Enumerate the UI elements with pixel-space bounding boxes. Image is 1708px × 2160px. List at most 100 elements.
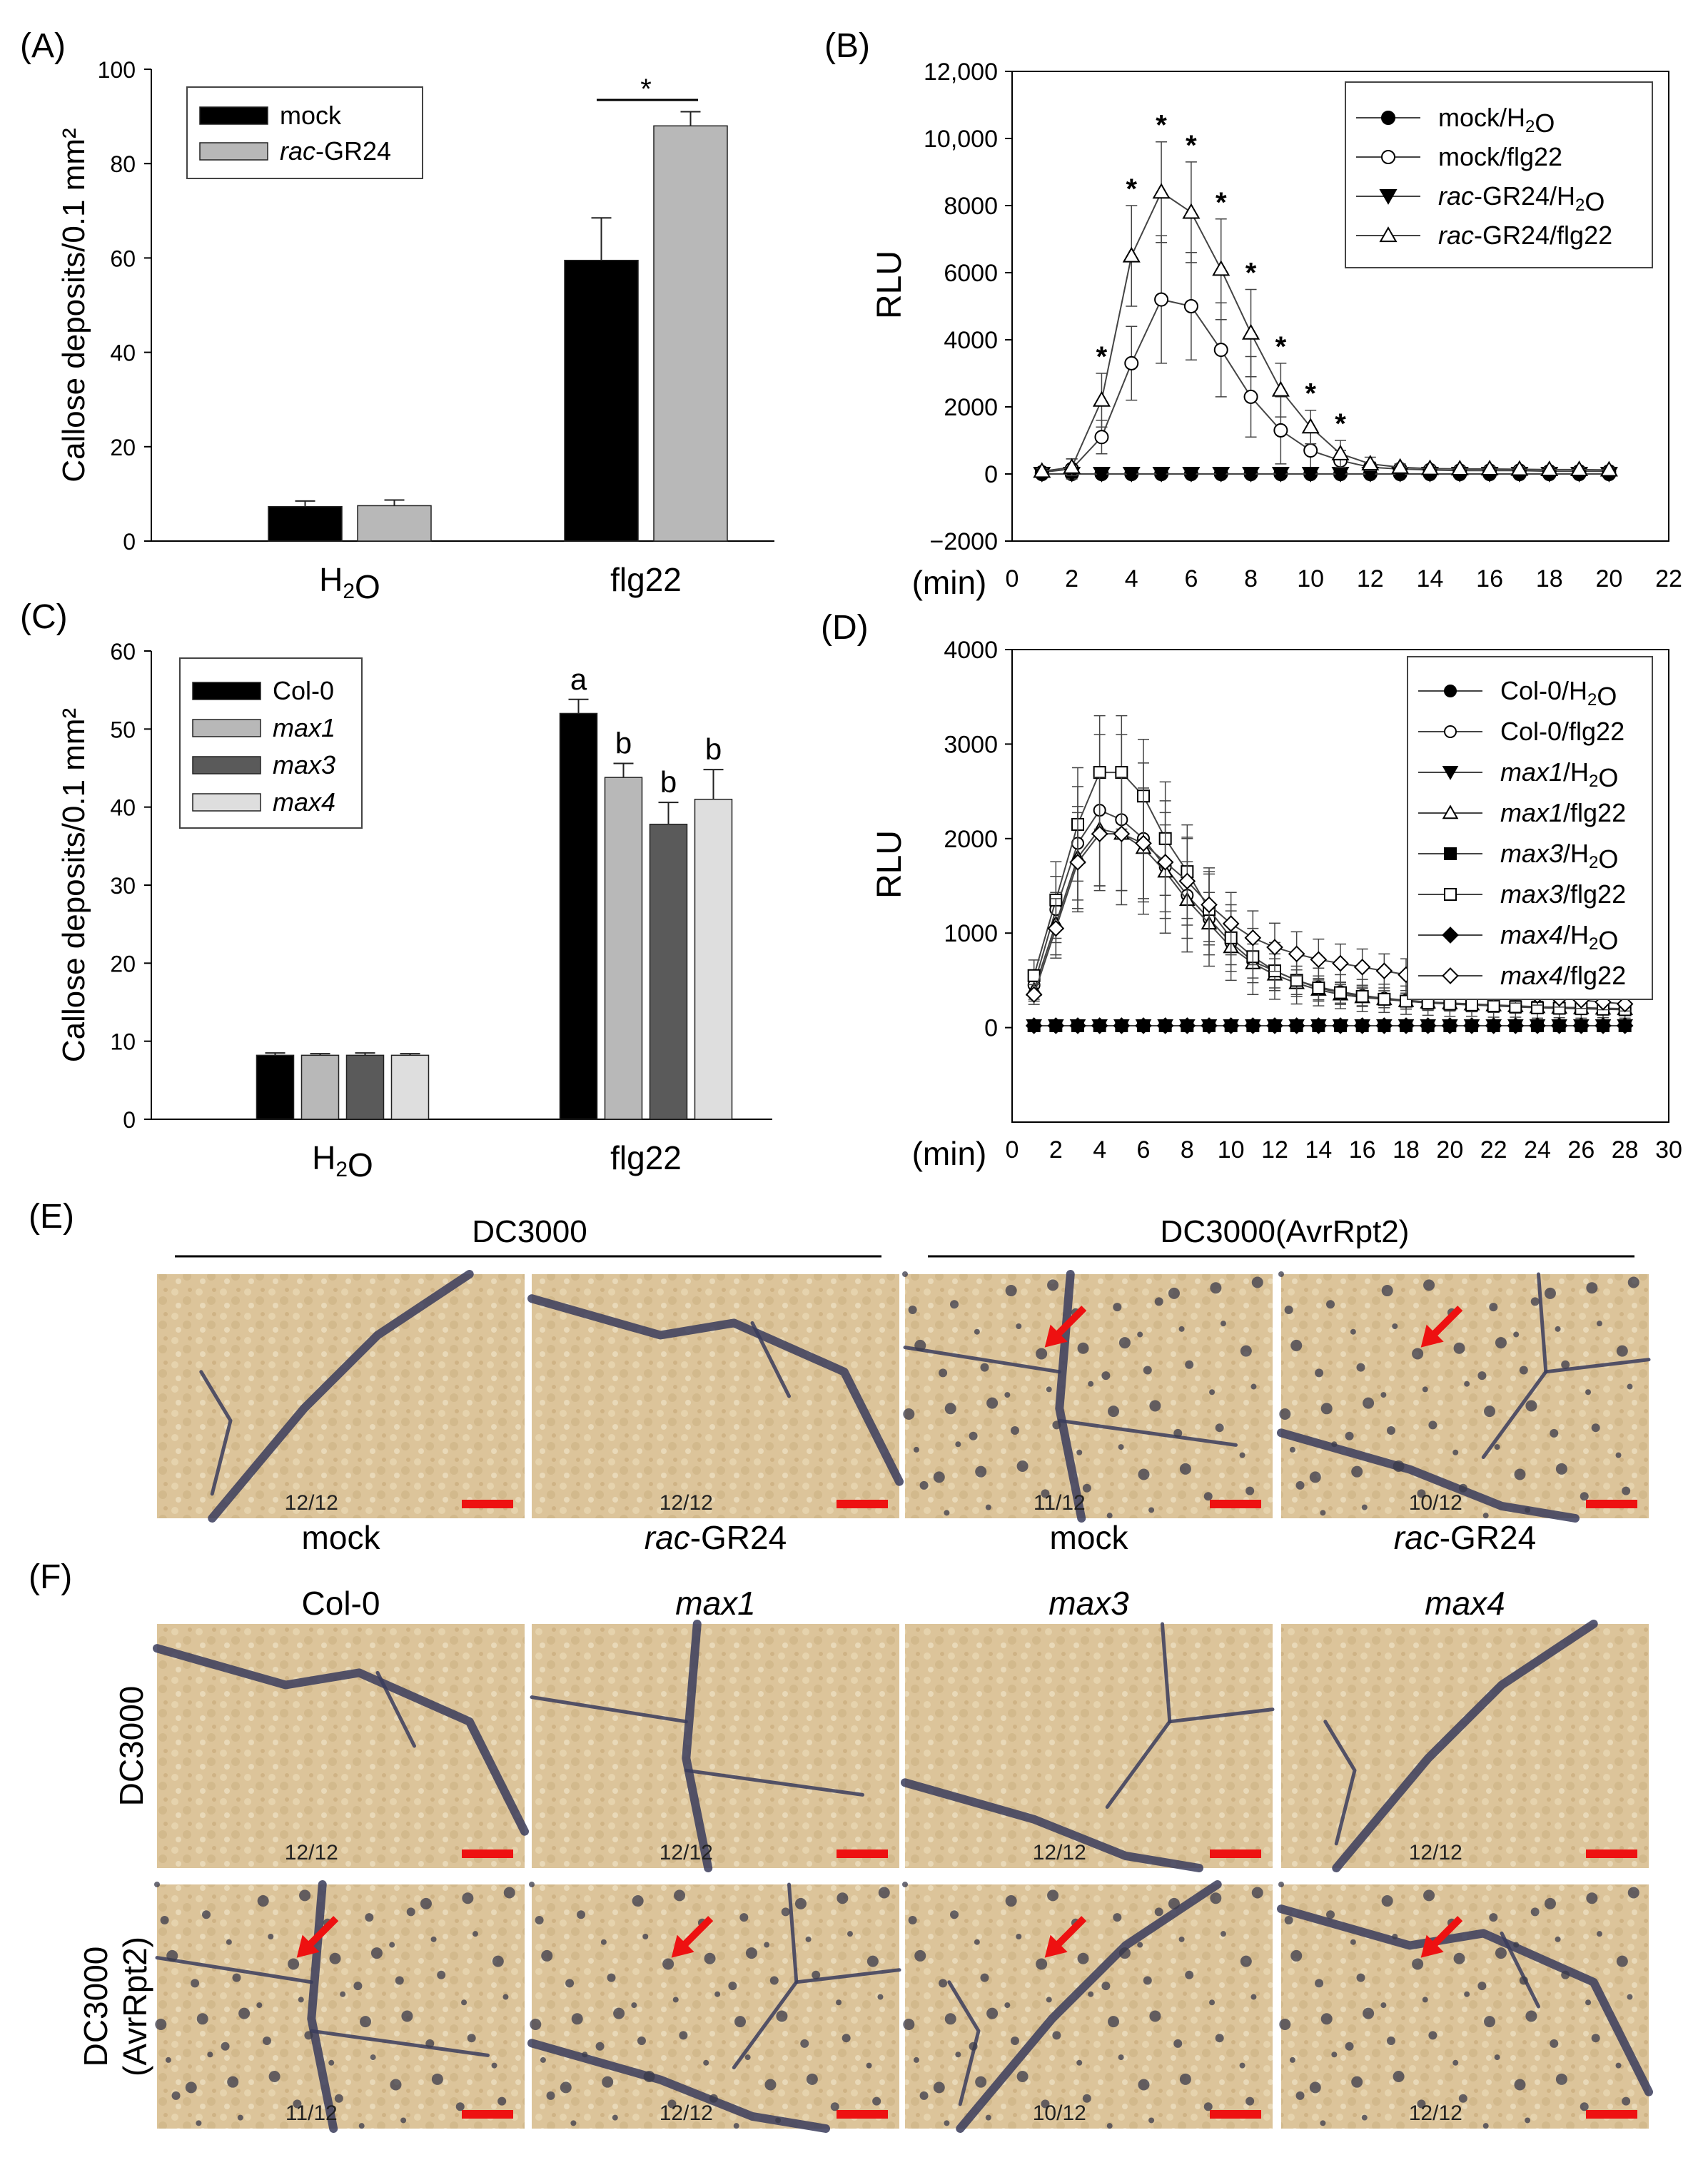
y-axis-label: RLU	[871, 830, 909, 899]
bar	[559, 712, 598, 1120]
callose-deposit	[406, 1907, 415, 1917]
callose-deposit	[1525, 1400, 1537, 1412]
callose-deposit	[1393, 1460, 1405, 1472]
scale-bar	[462, 2110, 513, 2119]
callose-deposit	[878, 1887, 890, 1899]
data-point	[1375, 1017, 1393, 1034]
x-tick-label: 12	[1261, 1136, 1288, 1164]
panel-label-b: (B)	[824, 27, 870, 65]
callose-deposit	[546, 2091, 555, 2100]
data-point	[1463, 1017, 1480, 1034]
callose-deposit	[1113, 1913, 1122, 1922]
callose-deposit	[1295, 2091, 1305, 2100]
legend-box	[186, 86, 423, 179]
callose-deposit	[950, 1910, 959, 1919]
callose-deposit	[166, 1949, 178, 1962]
data-point	[1353, 1017, 1371, 1034]
callose-deposit	[268, 1934, 274, 1940]
e-photo-label: mock	[1050, 1519, 1129, 1556]
y-tick-label: 0	[984, 461, 998, 488]
legend-marker	[1444, 725, 1457, 738]
callose-deposit	[1143, 1976, 1152, 1985]
callose-deposit	[1010, 1426, 1019, 1435]
count-label: 12/12	[1409, 1841, 1462, 1864]
callose-deposit	[1627, 1887, 1639, 1899]
legend-label: Col-0/flg22	[1500, 717, 1624, 746]
callose-deposit	[980, 1973, 989, 1982]
count-label: 12/12	[285, 1491, 338, 1515]
callose-deposit	[703, 2059, 709, 2066]
legend-label: mock	[280, 101, 342, 130]
callose-deposit	[877, 1994, 884, 2000]
callose-deposit	[985, 1504, 991, 1510]
callose-deposit	[775, 2117, 782, 2124]
panel-e-photos: 12/12 mock 12/12 rac-GR24 11/12 mock 10/12 rac-…	[157, 1270, 1651, 1556]
callose-deposit	[1101, 1982, 1111, 1991]
callose-deposit	[390, 2079, 402, 2091]
callose-deposit	[1331, 1441, 1338, 1448]
callose-deposit	[662, 1958, 674, 1970]
legend-label: rac-GR24	[280, 136, 391, 166]
callose-deposit	[1004, 2002, 1011, 2009]
callose-deposit	[467, 2034, 476, 2043]
callose-deposit	[1279, 2018, 1291, 2030]
callose-deposit	[541, 1949, 553, 1962]
scale-bar	[1210, 2110, 1261, 2119]
legend-label: max3/flg22	[1500, 879, 1626, 909]
callose-deposit	[1422, 1997, 1428, 2003]
callose-deposit	[154, 1882, 160, 1887]
data-point	[1420, 459, 1439, 475]
x-tick-label: 6	[1184, 565, 1198, 592]
data-point	[1572, 1017, 1590, 1034]
callose-deposit	[1513, 1331, 1520, 1338]
data-point	[1303, 443, 1318, 458]
significance-star: *	[1186, 130, 1197, 161]
callose-deposit	[631, 2002, 637, 2009]
y-tick-label: 40	[110, 795, 136, 821]
callose-deposit	[1047, 1279, 1059, 1291]
data-point	[1156, 854, 1174, 871]
callose-deposit	[714, 1991, 721, 1997]
x-tick-label: 18	[1536, 565, 1563, 592]
callose-deposit	[227, 2076, 239, 2088]
leaf-vein	[901, 1778, 1203, 1872]
callose-deposit	[1386, 2037, 1395, 2046]
callose-deposit	[847, 1931, 853, 1937]
callose-deposit	[1423, 1889, 1435, 1902]
callose-deposit	[1320, 2013, 1333, 2025]
callose-deposit	[933, 1471, 945, 1483]
callose-deposit	[1173, 1428, 1183, 1438]
x-axis-label: (min)	[912, 1135, 987, 1172]
x-tick-label: 8	[1181, 1136, 1194, 1164]
legend-label: max4	[273, 787, 335, 817]
x-tick-label: 20	[1436, 1136, 1463, 1164]
legend-marker	[1442, 804, 1459, 819]
x-tick-label: 8	[1244, 565, 1258, 592]
callose-deposit	[1489, 1303, 1498, 1312]
callose-deposit	[257, 1895, 269, 1907]
arrow-head	[1044, 1324, 1068, 1348]
x-tick-label: 2	[1049, 1136, 1063, 1164]
count-label: 12/12	[285, 1841, 338, 1864]
callose-deposit	[1203, 1492, 1213, 1501]
callose-deposit	[455, 2102, 465, 2111]
data-point	[1419, 1017, 1437, 1034]
callose-deposit	[1036, 1958, 1048, 1970]
callose-deposit	[1178, 1326, 1185, 1332]
legend-box	[1407, 656, 1653, 1000]
scale-bar	[462, 1500, 513, 1508]
callose-deposit	[1380, 2002, 1387, 2009]
callose-deposit	[1428, 2031, 1437, 2040]
y-tick-label: 60	[110, 639, 136, 665]
leaf-vein	[309, 2029, 490, 2057]
data-point	[1243, 389, 1258, 404]
data-point	[1222, 915, 1240, 932]
callose-deposit	[1154, 1907, 1163, 1917]
callose-deposit	[1215, 2034, 1224, 2043]
callose-deposit	[238, 2007, 251, 2019]
significance-star: *	[1335, 408, 1346, 440]
callose-deposit	[1010, 2037, 1019, 2046]
legend-label: rac-GR24/H2O	[1438, 181, 1605, 216]
callose-deposit	[908, 1305, 917, 1314]
leaf-vein	[155, 1956, 313, 1984]
